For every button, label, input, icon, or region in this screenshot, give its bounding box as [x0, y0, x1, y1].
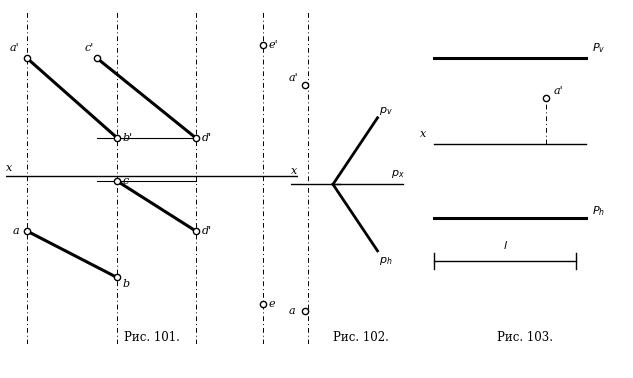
Text: x: x	[291, 166, 298, 176]
Text: $p_x$: $p_x$	[391, 168, 405, 180]
Text: b': b'	[123, 133, 133, 143]
Text: e': e'	[268, 40, 278, 50]
Text: $P_v$: $P_v$	[592, 41, 606, 55]
Text: a': a'	[9, 43, 20, 53]
Text: x: x	[420, 129, 426, 139]
Text: a': a'	[554, 86, 563, 96]
Text: $P_h$: $P_h$	[592, 204, 605, 218]
Text: Рис. 101.: Рис. 101.	[124, 331, 180, 344]
Text: Рис. 103.: Рис. 103.	[498, 331, 553, 344]
Text: e: e	[268, 299, 275, 309]
Text: d': d'	[201, 226, 211, 236]
Text: $p_v$: $p_v$	[379, 105, 392, 117]
Text: $l$: $l$	[503, 239, 508, 251]
Text: a: a	[13, 226, 20, 236]
Text: a: a	[289, 306, 295, 316]
Text: $p_h$: $p_h$	[379, 255, 392, 267]
Text: b: b	[123, 279, 130, 289]
Text: c': c'	[84, 43, 94, 53]
Text: Рис. 102.: Рис. 102.	[333, 331, 389, 344]
Text: a': a'	[289, 73, 298, 83]
Text: c: c	[123, 176, 129, 186]
Text: d': d'	[201, 133, 211, 143]
Text: x: x	[6, 163, 13, 173]
